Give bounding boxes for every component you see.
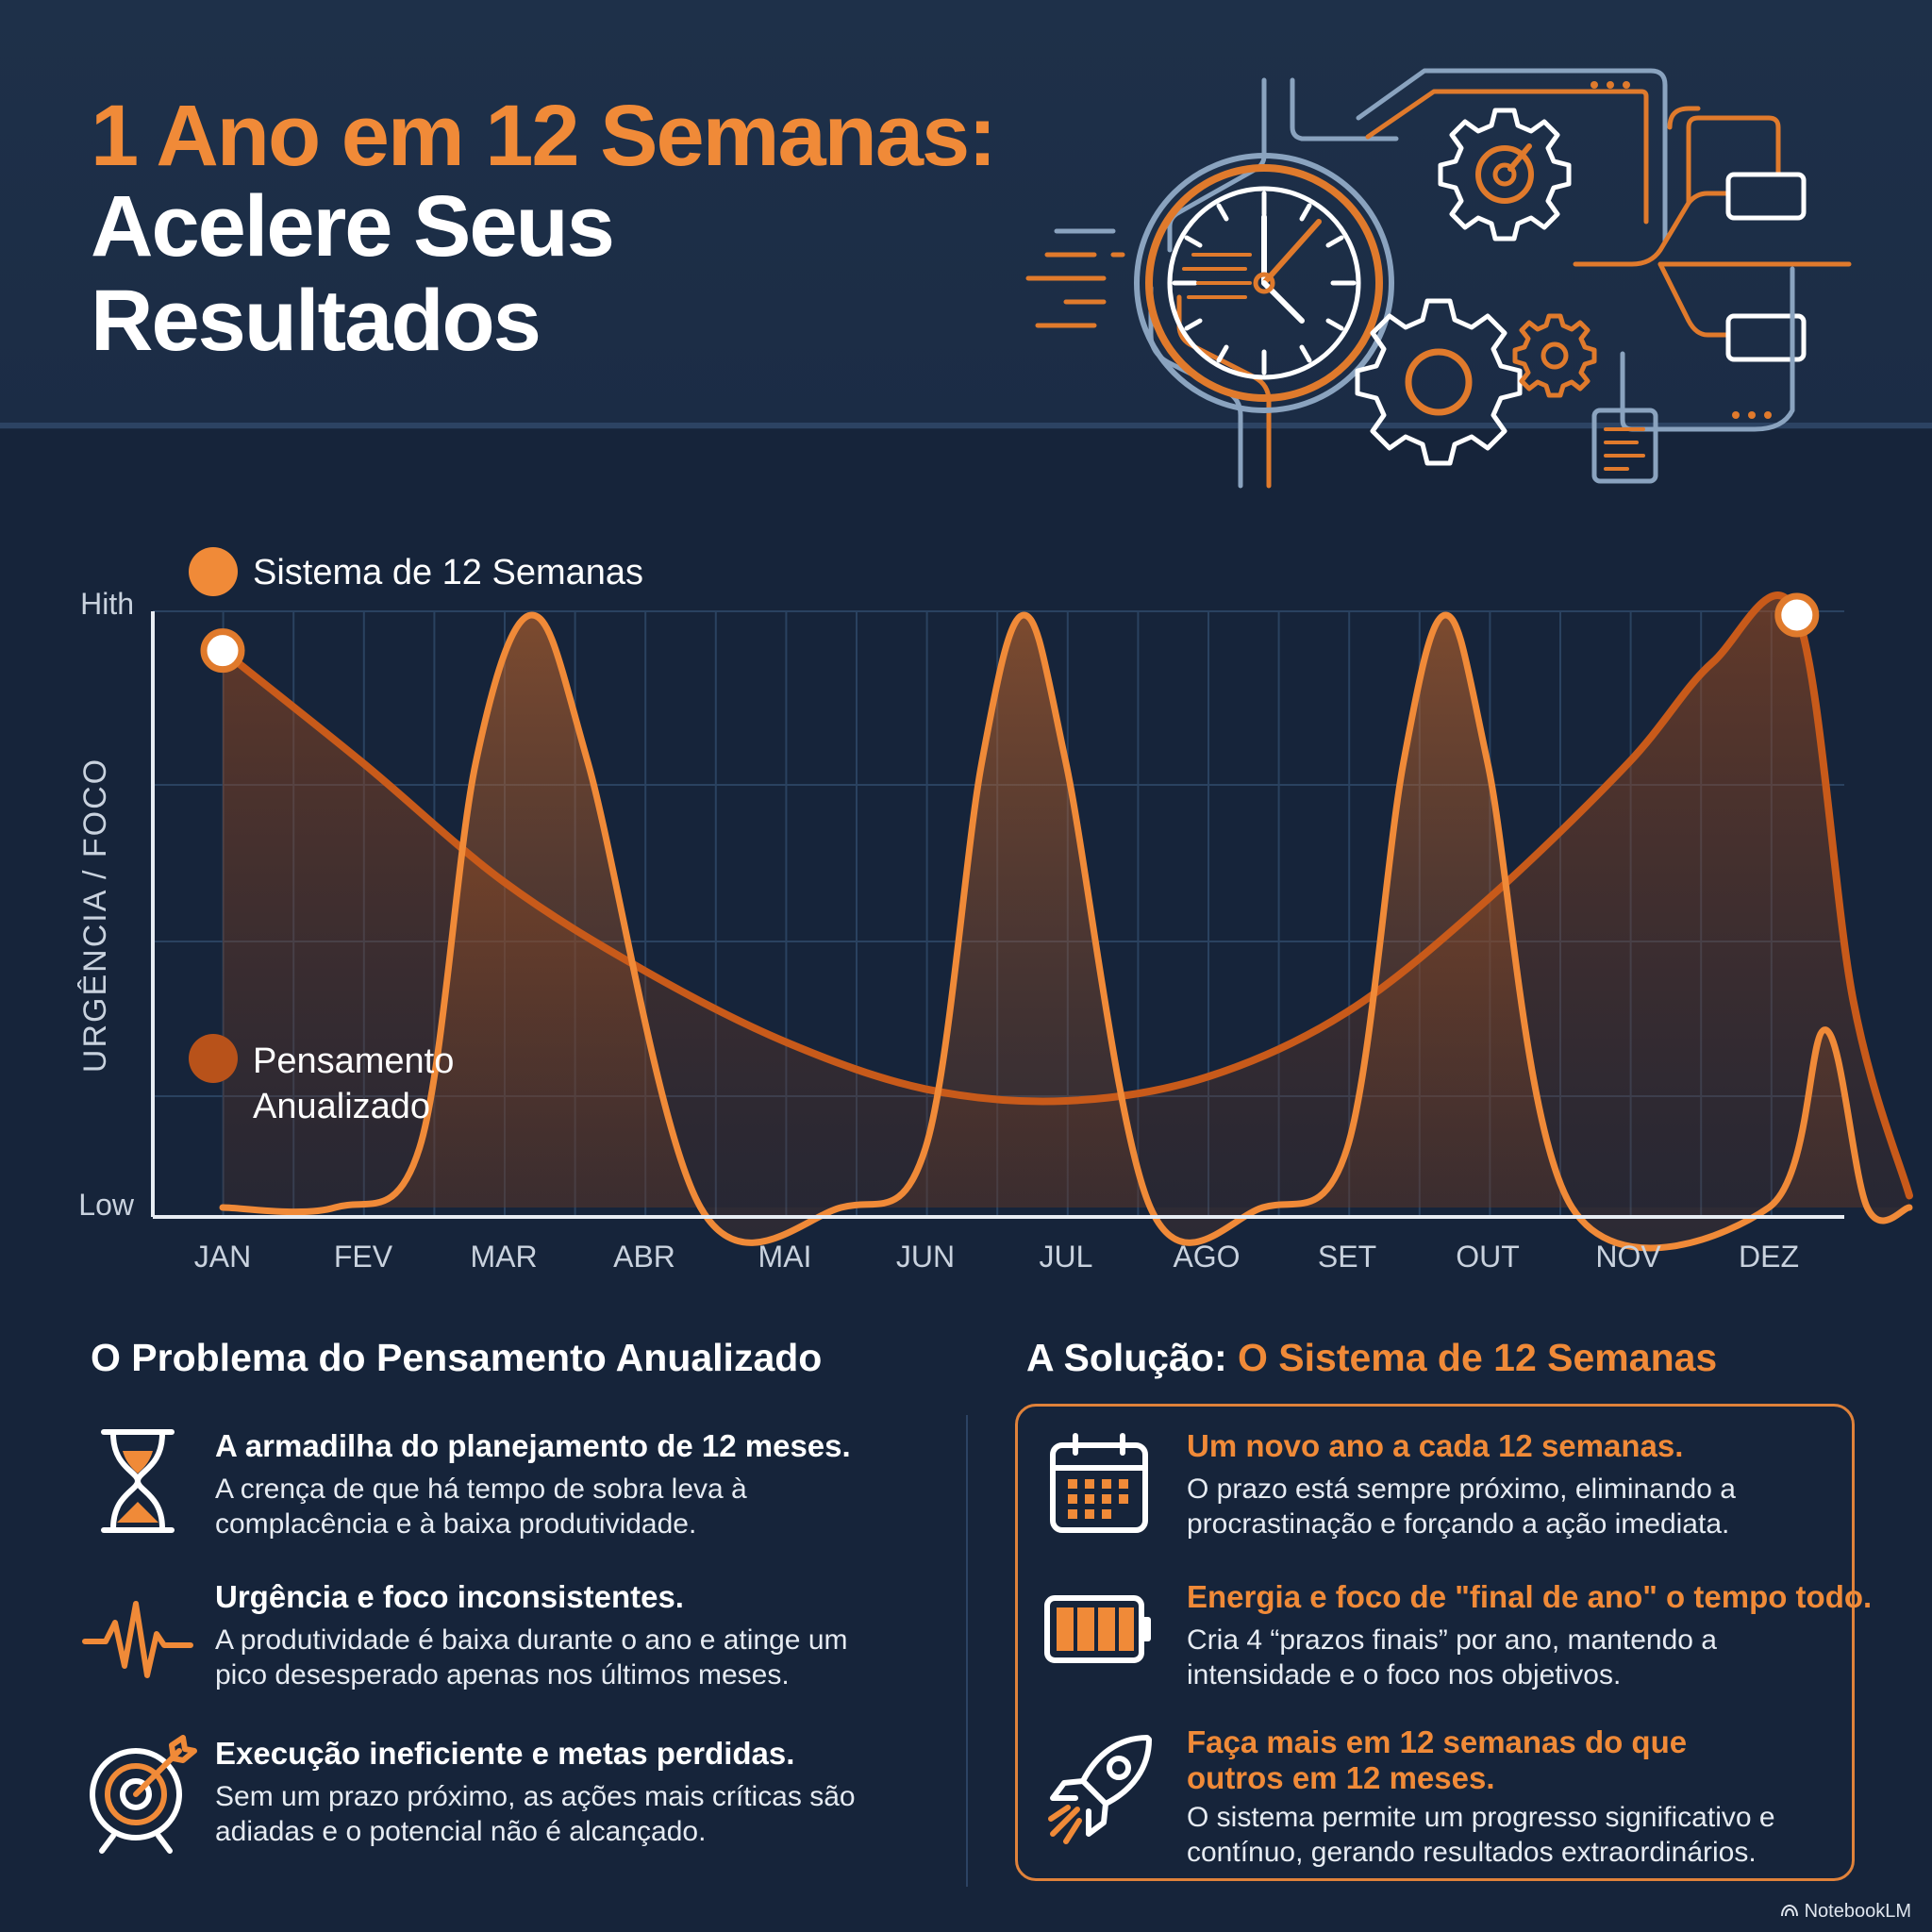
solution-item-1-title: Um novo ano a cada 12 semanas.: [1187, 1428, 1684, 1463]
solution-title-prefix: A Solução:: [1026, 1336, 1238, 1379]
x-tick-label-abr: ABR: [613, 1240, 675, 1274]
x-tick-label-out: OUT: [1456, 1240, 1520, 1274]
problem-item-2: Urgência e foco inconsistentes. A produt…: [81, 1575, 921, 1698]
solution-item-3-title-line1: Faça mais em 12 semanas do que: [1187, 1724, 1688, 1759]
solution-item-1: Um novo ano a cada 12 semanas. O prazo e…: [1047, 1428, 1849, 1551]
page-title-line2: Acelere Seus: [91, 178, 615, 275]
problem-item-1: A armadilha do planejamento de 12 meses.…: [91, 1424, 921, 1547]
header-divider: [0, 423, 1932, 428]
clock-gears-circuit-icon: [1025, 68, 1852, 489]
solution-item-1-body: O prazo está sempre próximo, eliminando …: [1187, 1474, 1736, 1540]
brand-label: NotebookLM: [1804, 1901, 1911, 1922]
notebooklm-icon: [1780, 1904, 1798, 1917]
x-tick-label-jan: JAN: [194, 1240, 251, 1274]
brand-footer: NotebookLM: [1780, 1901, 1911, 1923]
highlight-point-1: [200, 628, 245, 674]
solution-title-accent: O Sistema de 12 Semanas: [1238, 1336, 1718, 1379]
solution-item-2-body: Cria 4 “prazos finais” por ano, mantendo…: [1187, 1624, 1717, 1690]
x-tick-label-ago: AGO: [1173, 1240, 1240, 1274]
calendar-icon: [1050, 1433, 1148, 1533]
legend-label-anualizado-line2: Anualizado: [253, 1087, 430, 1126]
problem-item-3-title: Execução ineficiente e metas perdidas.: [215, 1736, 795, 1771]
x-tick-label-nov: NOV: [1595, 1240, 1661, 1274]
legend-label-anualizado-line1: Pensamento: [253, 1041, 454, 1081]
x-tick-label-jul: JUL: [1040, 1240, 1093, 1274]
solution-item-3: Faça mais em 12 semanas do que outros em…: [1043, 1723, 1845, 1874]
problem-item-1-body: A crença de que há tempo de sobra leva à…: [215, 1474, 747, 1540]
highlight-point-2: [1774, 592, 1820, 638]
series-line-sistema: [219, 611, 1913, 1252]
x-tick-label-mar: MAR: [470, 1240, 537, 1274]
problem-section-title: O Problema do Pensamento Anualizado: [91, 1336, 823, 1379]
problem-item-3: Execução ineficiente e metas perdidas. S…: [87, 1732, 926, 1864]
problem-item-1-title: A armadilha do planejamento de 12 meses.: [215, 1428, 851, 1463]
target-icon: [90, 1735, 197, 1854]
legend-label-sistema: Sistema de 12 Semanas: [253, 553, 643, 592]
y-tick-low: Low: [78, 1188, 135, 1222]
x-tick-label-jun: JUN: [896, 1240, 955, 1274]
legend-marker-sistema: [189, 547, 238, 596]
x-tick-label-mai: MAI: [758, 1240, 812, 1274]
page-title-line3: Resultados: [91, 273, 541, 369]
heartbeat-icon: [82, 1601, 193, 1678]
battery-icon: [1044, 1595, 1151, 1663]
solution-item-2: Energia e foco de "final de ano" o tempo…: [1043, 1579, 1872, 1702]
x-tick-label-set: SET: [1318, 1240, 1376, 1274]
solution-item-3-body: O sistema permite um progresso significa…: [1187, 1802, 1775, 1868]
y-tick-high: Hith: [80, 587, 134, 621]
solution-item-2-title: Energia e foco de "final de ano" o tempo…: [1187, 1579, 1873, 1614]
problem-item-3-body: Sem um prazo próximo, as ações mais crít…: [215, 1781, 856, 1847]
solution-item-3-title-line2: outros em 12 meses.: [1187, 1760, 1495, 1795]
hourglass-icon: [101, 1429, 175, 1533]
legend-marker-anualizado: [189, 1034, 238, 1083]
solution-box: [1015, 1404, 1855, 1881]
solution-section-title: A Solução: O Sistema de 12 Semanas: [1026, 1336, 1717, 1380]
section-divider: [966, 1415, 968, 1887]
x-tick-label-fev: FEV: [334, 1240, 393, 1274]
urgency-focus-chart: JAN FEV MAR ABR MAI JUN JUL AGO SET OUT NOV DEZ URG…: [77, 547, 1913, 1274]
y-axis-label: URGÊNCIA / FOCO: [77, 758, 113, 1073]
rocket-icon: [1048, 1735, 1152, 1844]
problem-item-2-body: A produtividade é baixa durante o ano e …: [215, 1624, 848, 1690]
page-title-line1: 1 Ano em 12 Semanas:: [91, 88, 997, 184]
x-tick-label-dez: DEZ: [1739, 1240, 1799, 1274]
problem-item-2-title: Urgência e foco inconsistentes.: [215, 1579, 684, 1614]
